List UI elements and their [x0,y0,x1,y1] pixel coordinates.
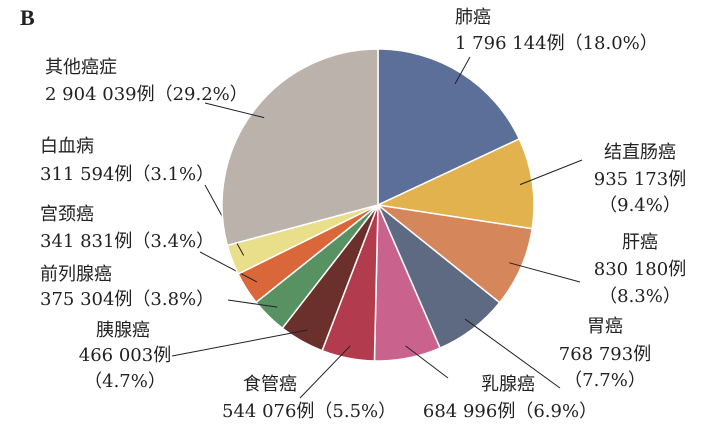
slice-label: 宫颈癌 [40,204,94,225]
value-label: 1 796 144例（18.0%） [455,33,658,54]
value-label: 2 904 039例（29.2%） [45,84,248,105]
value-label: 684 996例（6.9%） [423,401,597,422]
leader-line [299,345,351,399]
value-label: （4.7%） [84,371,166,392]
leader-line [464,318,561,389]
value-label: 466 003例 [79,345,171,366]
pie-slice [375,137,535,230]
slice-label: 乳腺癌 [481,374,535,395]
value-label: 311 594例（3.1%） [40,164,214,185]
value-label: （9.4%） [599,195,681,216]
slice-label: 食管癌 [243,374,297,395]
slice-label: 结直肠癌 [604,142,676,163]
value-label: 768 793例 [559,344,651,365]
slice-label: 肝癌 [622,232,658,253]
value-label: 375 304例（3.8%） [40,289,214,310]
value-label: 830 180例 [594,259,686,280]
slice-label: 其他癌症 [45,57,117,78]
value-label: （8.3%） [599,286,681,307]
leader-line [509,262,581,283]
slice-label: 肺癌 [455,7,491,28]
value-label: （7.7%） [564,370,646,391]
slice-label: 前列腺癌 [40,264,112,285]
leader-line [204,102,265,119]
chart-title: B [20,5,35,30]
pie-slice [221,48,379,247]
leader-line [519,159,583,186]
value-label: 544 076例（5.5%） [222,401,396,422]
value-label: 341 831例（3.4%） [40,231,214,252]
slice-label: 胰腺癌 [96,320,150,341]
pie-slice [377,48,521,207]
value-label: 935 173例 [594,169,686,190]
leader-line [454,56,471,85]
leader-line [171,329,308,357]
slice-label: 白血病 [40,136,94,157]
leader-line [405,345,449,379]
leader-line [199,251,258,283]
leader-line [227,299,278,308]
slice-label: 胃癌 [587,316,623,337]
